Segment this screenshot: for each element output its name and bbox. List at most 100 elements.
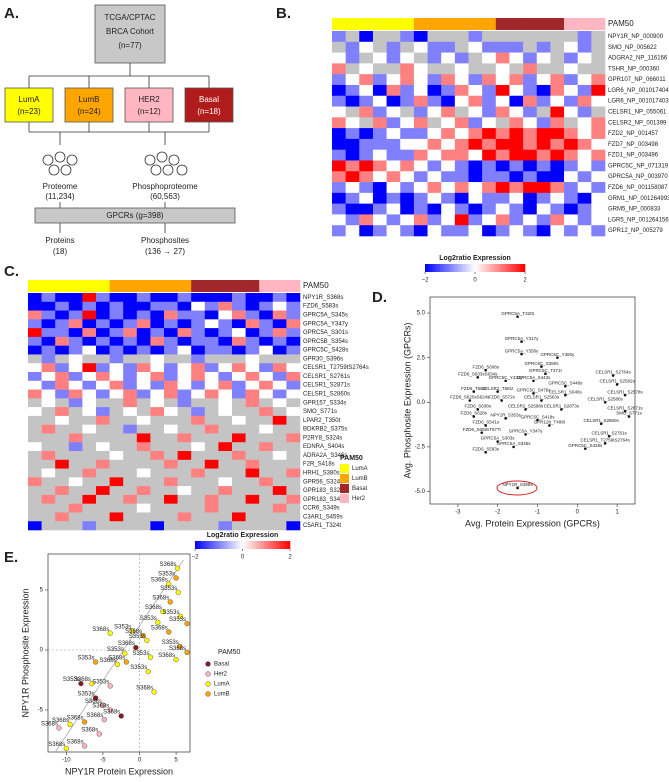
heat-cell xyxy=(218,380,233,390)
missing-cell xyxy=(400,106,415,118)
missing-cell xyxy=(386,31,401,43)
heat-cell xyxy=(245,363,260,373)
annotation-cell xyxy=(332,18,346,30)
heat-cell xyxy=(577,74,592,86)
point-label: S368s xyxy=(151,578,168,584)
heat-cell xyxy=(204,372,219,382)
heat-cell xyxy=(286,389,301,399)
heat-cell xyxy=(232,363,246,373)
heat-cell xyxy=(109,345,124,355)
missing-cell xyxy=(41,407,56,417)
missing-cell xyxy=(272,407,287,417)
colorbar-step xyxy=(477,264,481,272)
heat-cell xyxy=(232,328,246,338)
plot-frame xyxy=(47,553,191,753)
missing-cell xyxy=(123,477,138,487)
heat-cell xyxy=(272,398,287,408)
point-label: S368s xyxy=(152,596,169,602)
y-tick-label: 5.0 xyxy=(417,311,426,317)
heat-cell xyxy=(204,503,219,513)
heat-cell xyxy=(509,192,524,204)
missing-cell xyxy=(272,468,287,478)
panel-label: A. xyxy=(4,5,19,22)
colorbar-step xyxy=(517,264,521,272)
heat-cell xyxy=(427,149,442,161)
annotation-cell xyxy=(123,280,138,292)
heat-cell xyxy=(359,203,374,215)
heat-cell xyxy=(136,442,151,452)
missing-cell xyxy=(191,521,206,531)
missing-cell xyxy=(28,503,42,513)
heat-cell xyxy=(509,203,524,215)
heat-cell xyxy=(332,214,346,226)
row-label: C3AR1_S459s xyxy=(303,514,343,520)
heat-cell xyxy=(177,451,192,461)
heat-cell xyxy=(191,389,206,399)
heat-cell xyxy=(272,372,287,382)
heat-cell xyxy=(386,41,401,53)
row-label: CELSR1_NP_055061 xyxy=(608,109,667,115)
heat-cell xyxy=(536,171,551,183)
colorbar-step xyxy=(249,541,253,549)
heat-cell xyxy=(272,451,287,461)
heat-cell xyxy=(123,407,138,417)
missing-cell xyxy=(136,398,151,408)
heat-cell xyxy=(441,182,456,194)
missing-cell xyxy=(41,521,56,531)
heat-cell xyxy=(591,214,606,226)
heat-cell xyxy=(591,149,606,161)
point-label: S368s xyxy=(86,713,103,719)
heat-cell xyxy=(232,512,246,522)
heat-cell xyxy=(272,380,287,390)
point-label: S353s xyxy=(132,651,149,657)
point xyxy=(615,383,619,386)
missing-cell xyxy=(55,433,70,443)
heat-cell xyxy=(482,106,497,118)
heat-cell xyxy=(123,380,138,390)
heat-cell xyxy=(427,41,442,53)
point xyxy=(627,415,631,418)
heat-cell xyxy=(509,106,524,118)
annotation-cell xyxy=(413,18,428,30)
heat-cell xyxy=(82,345,97,355)
point xyxy=(151,689,157,695)
heat-cell xyxy=(96,380,110,390)
colorbar-step xyxy=(247,541,250,549)
point-label: S368s xyxy=(74,677,91,683)
heat-cell xyxy=(482,41,497,53)
heat-cell xyxy=(68,363,83,373)
colorbar-step xyxy=(432,264,436,272)
heat-cell xyxy=(82,398,97,408)
y-tick-label: 0.0 xyxy=(417,400,426,406)
trend-line xyxy=(54,559,184,753)
point xyxy=(63,745,69,752)
heat-cell xyxy=(400,192,415,204)
heat-cell xyxy=(259,477,274,487)
heat-cell xyxy=(286,336,301,346)
legend-marker xyxy=(205,681,211,687)
missing-cell xyxy=(109,398,124,408)
heat-cell xyxy=(191,442,206,452)
point xyxy=(107,707,113,713)
heat-cell xyxy=(191,328,206,338)
colorbar-tick-label: 0 xyxy=(241,555,245,561)
heat-cell xyxy=(136,319,151,329)
heat-cell xyxy=(150,354,165,364)
heat-cell xyxy=(454,182,469,194)
heat-cell xyxy=(150,407,165,417)
heat-cell xyxy=(109,301,124,311)
annotation-cell xyxy=(96,280,110,292)
point xyxy=(56,725,62,731)
point-label: CELSR1_S2761s xyxy=(591,430,627,435)
heat-cell xyxy=(232,389,246,399)
heat-cell xyxy=(400,95,415,107)
heat-cell xyxy=(123,494,138,504)
heat-cell xyxy=(372,52,387,64)
heat-cell xyxy=(204,293,219,303)
heat-cell xyxy=(564,160,578,172)
heat-cell xyxy=(482,203,497,215)
heat-cell xyxy=(177,319,192,329)
missing-cell xyxy=(150,459,165,469)
heat-cell xyxy=(359,182,374,194)
point xyxy=(516,486,519,490)
